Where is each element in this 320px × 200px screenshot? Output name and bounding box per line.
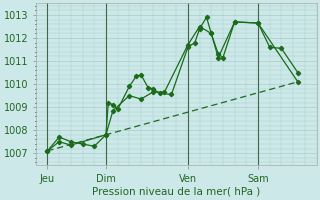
X-axis label: Pression niveau de la mer( hPa ): Pression niveau de la mer( hPa ) [92,187,260,197]
